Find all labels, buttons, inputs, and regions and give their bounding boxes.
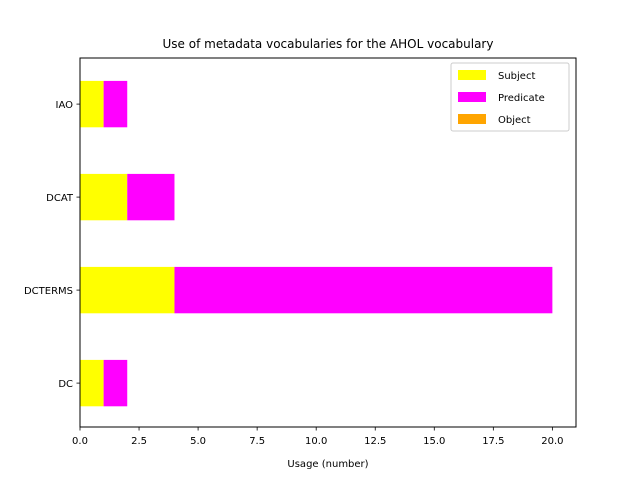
legend-label-object: Object (498, 115, 531, 126)
bar-dcat-subject (80, 173, 128, 221)
x-tick-label: 5.0 (190, 436, 206, 447)
bar-iao-subject (80, 80, 104, 128)
bar-dcat-predicate (127, 173, 175, 221)
legend-swatch-subject (458, 70, 486, 80)
x-tick-label: 7.5 (249, 436, 265, 447)
chart-title: Use of metadata vocabularies for the AHO… (163, 37, 494, 51)
bar-dc-subject (80, 359, 104, 407)
x-tick-label: 17.5 (482, 436, 504, 447)
x-axis: 0.0 2.5 5.0 7.5 10.0 12.5 15.0 17.5 20.0 (72, 427, 564, 447)
bar-dc-predicate (103, 359, 128, 407)
x-tick-label: 2.5 (131, 436, 147, 447)
bar-iao-predicate (103, 80, 128, 128)
y-tick-label-dcterms: DCTERMS (24, 286, 73, 297)
bars-group (80, 80, 553, 407)
y-tick-label-dcat: DCAT (46, 193, 74, 204)
legend-label-subject: Subject (498, 71, 535, 82)
x-tick-label: 12.5 (364, 436, 386, 447)
bar-dcterms-subject (80, 266, 175, 314)
x-tick-label: 0.0 (72, 436, 88, 447)
x-tick-label: 10.0 (305, 436, 327, 447)
bar-dcterms-predicate (174, 266, 553, 314)
x-axis-label: Usage (number) (287, 459, 368, 470)
y-tick-label-iao: IAO (56, 100, 74, 111)
legend-swatch-predicate (458, 92, 486, 102)
legend-swatch-object (458, 114, 486, 124)
legend-label-predicate: Predicate (498, 93, 545, 104)
legend: Subject Predicate Object (450, 62, 570, 132)
y-tick-label-dc: DC (58, 379, 73, 390)
y-axis: DC DCTERMS DCAT IAO (24, 100, 80, 390)
x-tick-label: 15.0 (423, 436, 445, 447)
plot-frame (79, 57, 577, 428)
x-tick-label: 20.0 (541, 436, 563, 447)
